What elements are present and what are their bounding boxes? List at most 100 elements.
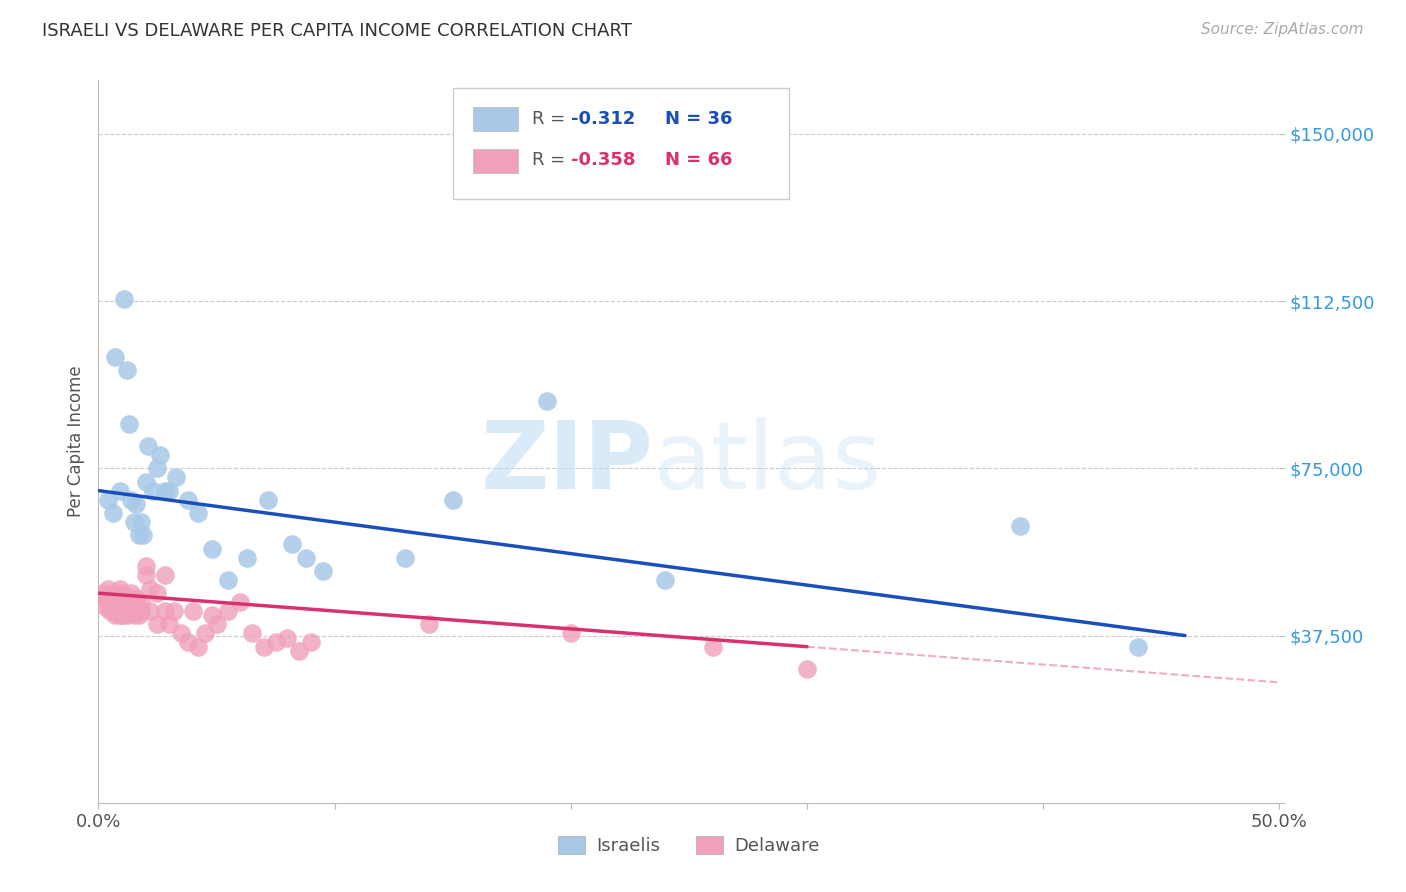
Point (142, 483, 165, 498)
FancyBboxPatch shape (453, 87, 789, 200)
Point (105, 604, 128, 618)
Point (181, 604, 204, 618)
Point (125, 604, 148, 618)
Point (560, 626, 582, 640)
Point (139, 604, 162, 618)
Point (121, 492, 143, 507)
Point (125, 591, 148, 605)
Point (165, 470, 187, 484)
Point (111, 599, 134, 614)
Point (135, 568, 157, 582)
Point (115, 608, 138, 623)
Point (105, 604, 128, 618)
Point (128, 608, 150, 623)
Point (295, 550, 318, 565)
Point (288, 644, 311, 658)
Point (104, 350, 127, 364)
Point (104, 595, 127, 609)
Point (146, 617, 169, 632)
Point (1126, 640, 1149, 654)
Point (111, 608, 134, 623)
Point (122, 599, 145, 614)
Point (136, 439, 159, 453)
Point (128, 528, 150, 542)
Text: ISRAELI VS DELAWARE PER CAPITA INCOME CORRELATION CHART: ISRAELI VS DELAWARE PER CAPITA INCOME CO… (42, 22, 633, 40)
Point (153, 483, 176, 498)
Point (97, 492, 120, 507)
Legend: Israelis, Delaware: Israelis, Delaware (551, 829, 827, 863)
Point (101, 506, 124, 520)
Point (217, 573, 239, 587)
Text: Source: ZipAtlas.com: Source: ZipAtlas.com (1201, 22, 1364, 37)
Point (146, 586, 169, 600)
Text: N = 36: N = 36 (665, 110, 733, 128)
Point (187, 506, 209, 520)
FancyBboxPatch shape (472, 107, 517, 131)
FancyBboxPatch shape (472, 149, 517, 173)
Point (122, 608, 145, 623)
Point (654, 573, 676, 587)
Point (121, 595, 143, 609)
Point (177, 635, 200, 649)
Y-axis label: Per Capita Income: Per Capita Income (66, 366, 84, 517)
Point (129, 604, 152, 618)
Point (101, 599, 124, 614)
Text: -0.358: -0.358 (571, 152, 636, 169)
Point (796, 662, 818, 676)
Point (104, 599, 127, 614)
Point (299, 635, 322, 649)
Point (112, 595, 135, 609)
Point (194, 626, 217, 640)
Point (115, 599, 138, 614)
Point (115, 363, 138, 377)
Point (97, 595, 120, 609)
Point (312, 564, 335, 578)
Point (157, 483, 180, 498)
Point (108, 595, 131, 609)
Point (1008, 519, 1031, 533)
Point (101, 586, 124, 600)
Text: -0.312: -0.312 (571, 110, 636, 128)
Point (177, 492, 200, 507)
Point (236, 550, 259, 565)
Point (146, 461, 169, 475)
Text: ZIP: ZIP (481, 417, 654, 509)
Point (118, 591, 141, 605)
Point (112, 292, 135, 306)
Point (240, 626, 263, 640)
Point (201, 608, 224, 623)
Point (229, 595, 252, 609)
Point (163, 604, 186, 618)
Point (536, 394, 558, 409)
Point (118, 417, 141, 431)
Point (108, 608, 131, 623)
Point (125, 497, 148, 511)
Point (98, 599, 121, 614)
Text: R =: R = (531, 152, 571, 169)
Point (217, 604, 239, 618)
Point (118, 604, 141, 618)
Point (98, 604, 121, 618)
Text: atlas: atlas (654, 417, 882, 509)
Point (129, 595, 152, 609)
Point (104, 608, 127, 623)
Point (702, 640, 724, 654)
Point (264, 635, 287, 649)
Point (149, 448, 172, 462)
Point (97, 582, 120, 596)
Point (201, 541, 224, 556)
Point (91, 586, 114, 600)
Point (94, 599, 117, 614)
Point (112, 604, 135, 618)
Point (276, 631, 298, 645)
Point (205, 617, 228, 632)
Point (132, 528, 155, 542)
Point (135, 559, 157, 574)
Point (98, 591, 121, 605)
Point (108, 483, 131, 498)
Point (170, 626, 193, 640)
Text: N = 66: N = 66 (665, 152, 733, 169)
Point (122, 515, 145, 529)
Point (153, 604, 176, 618)
Point (94, 591, 117, 605)
